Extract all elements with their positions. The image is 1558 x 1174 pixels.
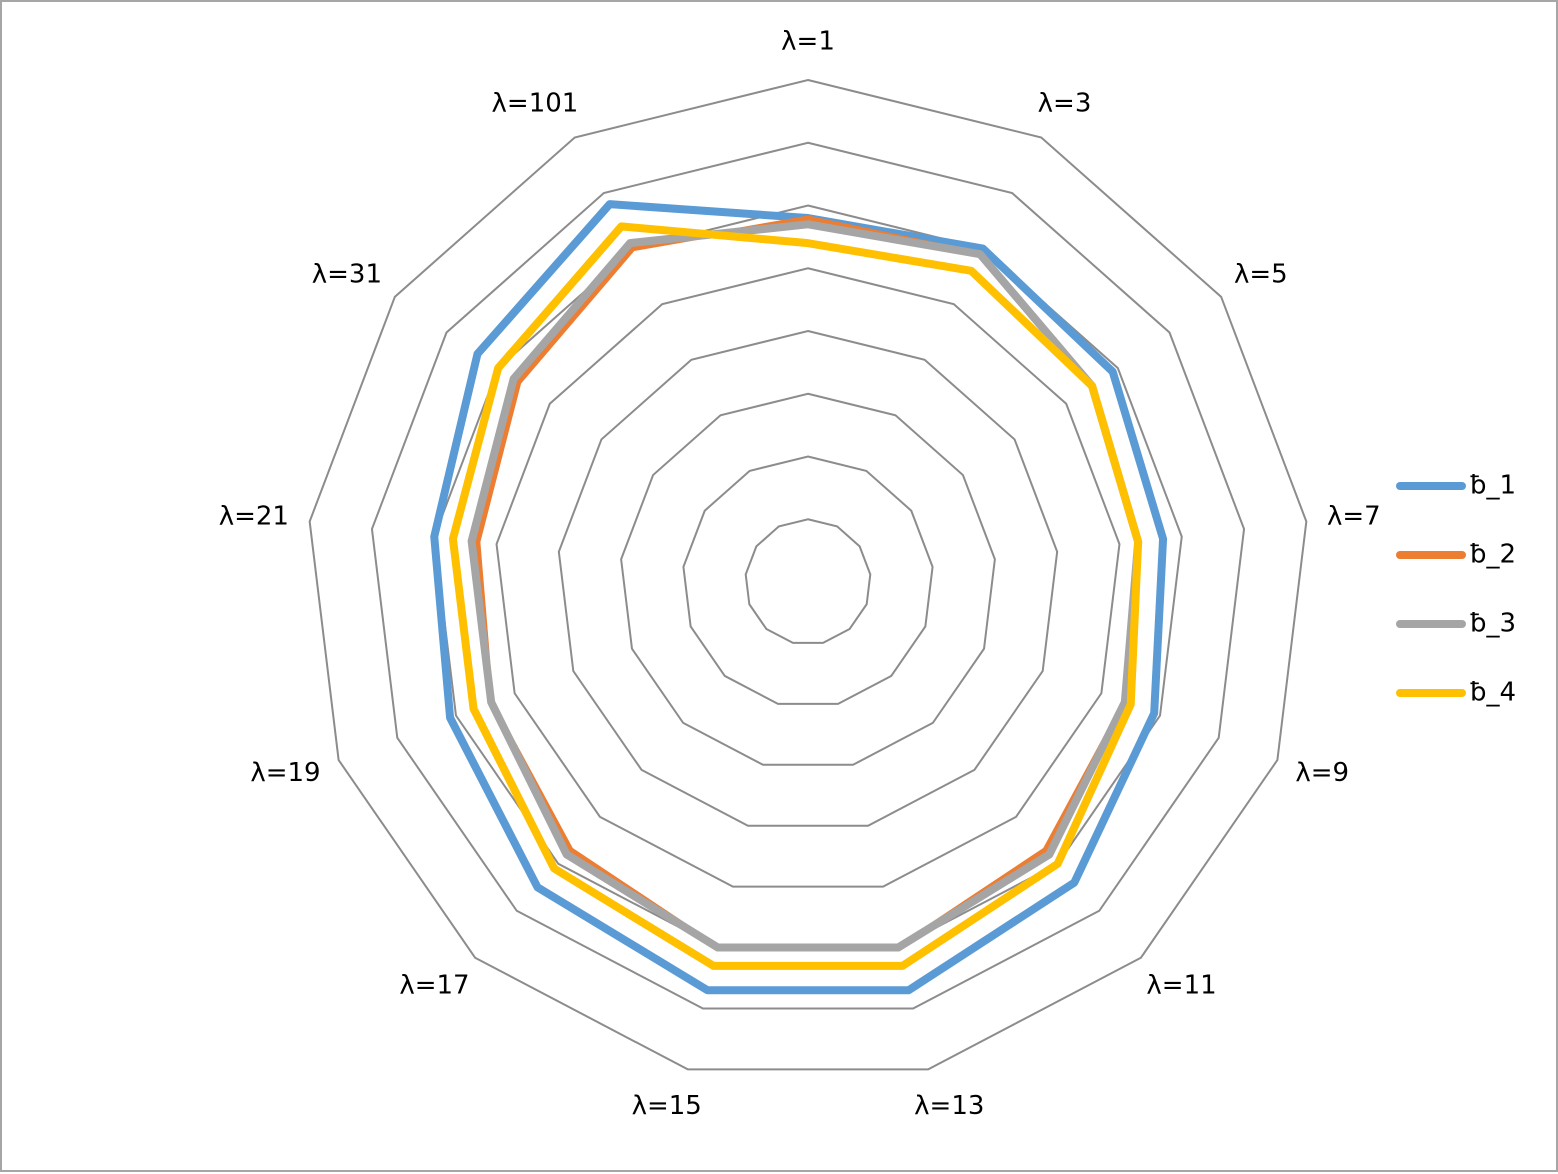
grid-ring <box>495 267 1121 888</box>
grid-ring <box>308 78 1308 1071</box>
category-label: λ=17 <box>399 971 469 1001</box>
category-label: λ=15 <box>632 1091 702 1121</box>
legend-label: ƀ_1 <box>1470 471 1516 501</box>
category-label: λ=101 <box>492 88 579 118</box>
series-line <box>430 200 1168 995</box>
category-label: λ=1 <box>781 27 835 57</box>
category-label: λ=11 <box>1146 971 1216 1001</box>
category-label: λ=7 <box>1327 501 1381 531</box>
grid-ring <box>682 455 934 705</box>
category-label: λ=5 <box>1234 260 1288 290</box>
category-label: λ=3 <box>1038 88 1092 118</box>
legend-label: ƀ_3 <box>1470 609 1516 639</box>
grid-ring <box>620 392 996 766</box>
category-label: λ=9 <box>1295 758 1349 788</box>
legend-label: ƀ_2 <box>1470 540 1516 570</box>
legend-label: ƀ_4 <box>1470 678 1516 708</box>
grid-ring <box>370 141 1246 1010</box>
category-label: λ=19 <box>250 758 320 788</box>
series-line <box>448 222 1143 970</box>
grid-ring <box>557 329 1059 827</box>
category-label: λ=21 <box>219 501 289 531</box>
grid-ring <box>744 518 872 644</box>
category-label: λ=31 <box>312 260 382 290</box>
category-label: λ=13 <box>914 1091 984 1121</box>
